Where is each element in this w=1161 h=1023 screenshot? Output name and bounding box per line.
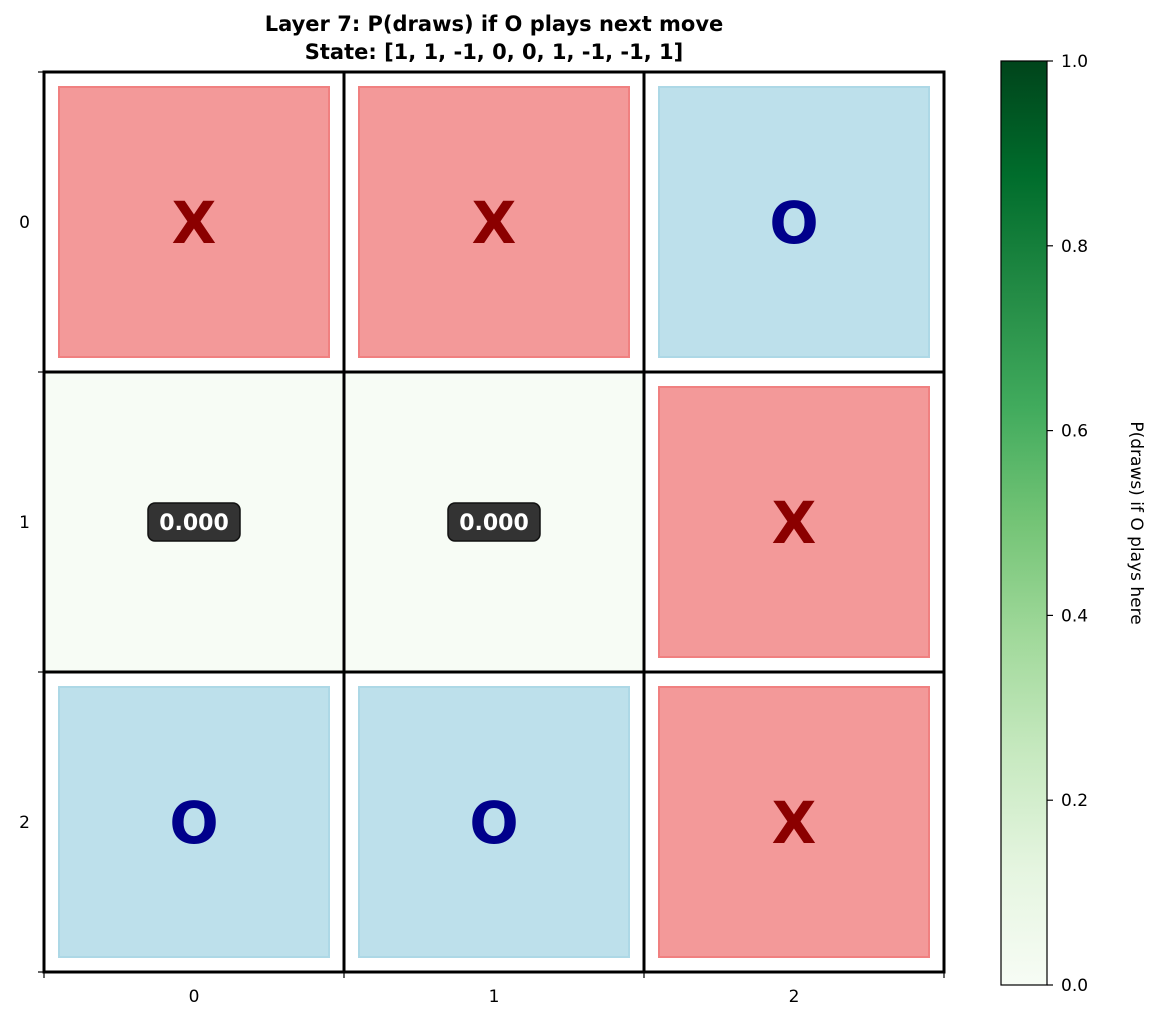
cell-r1-c0-value-badge: [147, 502, 241, 542]
plot-frame: [42, 70, 946, 974]
cell-r0-c0-x-mark: X: [172, 189, 217, 257]
y-tick-label-0: 0: [19, 213, 30, 233]
cell-r2-c0-o-tile: [58, 686, 330, 958]
cell-r0-c1-x-tile: [358, 86, 630, 358]
cell-r2-c2-x-mark: X: [772, 789, 817, 857]
x-tick-label-1: 1: [489, 987, 500, 1007]
chart-subtitle: State: [1, 1, -1, 0, 0, 1, -1, -1, 1]: [304, 40, 684, 64]
cell-r2-c1-o-mark: O: [469, 789, 518, 857]
cell-r1-c1-value-label: 0.000: [459, 511, 529, 536]
colorbar: [1000, 60, 1048, 986]
cell-r0-c2-o-mark: O: [769, 189, 818, 257]
colorbar-tick-label-3: 0.6: [1061, 422, 1088, 442]
cell-r0-c1-x-mark: X: [472, 189, 517, 257]
colorbar-tick-label-0: 0.0: [1061, 976, 1088, 996]
cell-r2-c1-o-tile: [358, 686, 630, 958]
cell-r1-c2-x-tile: [658, 386, 930, 658]
chart-title: Layer 7: P(draws) if O plays next move: [264, 12, 724, 36]
cell-r1-c2-x-mark: X: [772, 489, 817, 557]
colorbar-tick-label-2: 0.4: [1061, 606, 1088, 626]
cell-r0-c0-x-tile: [58, 86, 330, 358]
colorbar-tick-label-5: 1.0: [1061, 52, 1088, 72]
colorbar-label: P(draws) if O plays here: [1126, 421, 1146, 624]
y-tick-label-2: 2: [19, 813, 30, 833]
cell-r1-c0-value-label: 0.000: [159, 511, 229, 536]
cell-r2-c0-o-mark: O: [169, 789, 218, 857]
cell-r0-c2-o-tile: [658, 86, 930, 358]
colorbar-tick-label-1: 0.2: [1061, 791, 1088, 811]
cell-r1-c1-value-badge: [447, 502, 541, 542]
cell-r2-c2-x-tile: [658, 686, 930, 958]
x-tick-label-0: 0: [189, 987, 200, 1007]
x-tick-label-2: 2: [789, 987, 800, 1007]
colorbar-tick-label-4: 0.8: [1061, 237, 1088, 257]
y-tick-label-1: 1: [19, 513, 30, 533]
